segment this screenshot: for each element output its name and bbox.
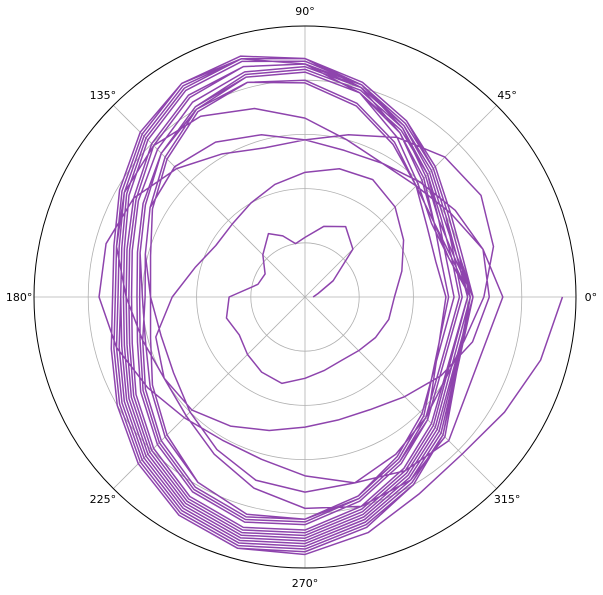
angle-tick-label: 315° xyxy=(494,493,521,506)
angle-tick-label: 180° xyxy=(6,291,33,304)
angular-grid-line xyxy=(304,296,497,489)
angular-grid-line xyxy=(113,105,306,298)
polar-frame xyxy=(33,25,577,569)
angle-tick-label: 45° xyxy=(497,89,517,102)
angular-grid-line xyxy=(304,105,497,298)
angle-tick-label: 270° xyxy=(292,577,319,590)
series-line xyxy=(98,55,564,556)
angle-tick-label: 135° xyxy=(90,89,117,102)
angle-tick-labels: 0° 45° 90° 135° 180° 225° 270° 315° xyxy=(6,5,597,590)
series-layer xyxy=(98,55,564,556)
angular-grid-line xyxy=(113,296,306,489)
angle-tick-label: 0° xyxy=(585,291,598,304)
angle-tick-label: 90° xyxy=(295,5,315,18)
polar-outer-frame xyxy=(33,25,577,569)
polar-grid xyxy=(34,26,576,568)
angle-tick-label: 225° xyxy=(90,493,117,506)
